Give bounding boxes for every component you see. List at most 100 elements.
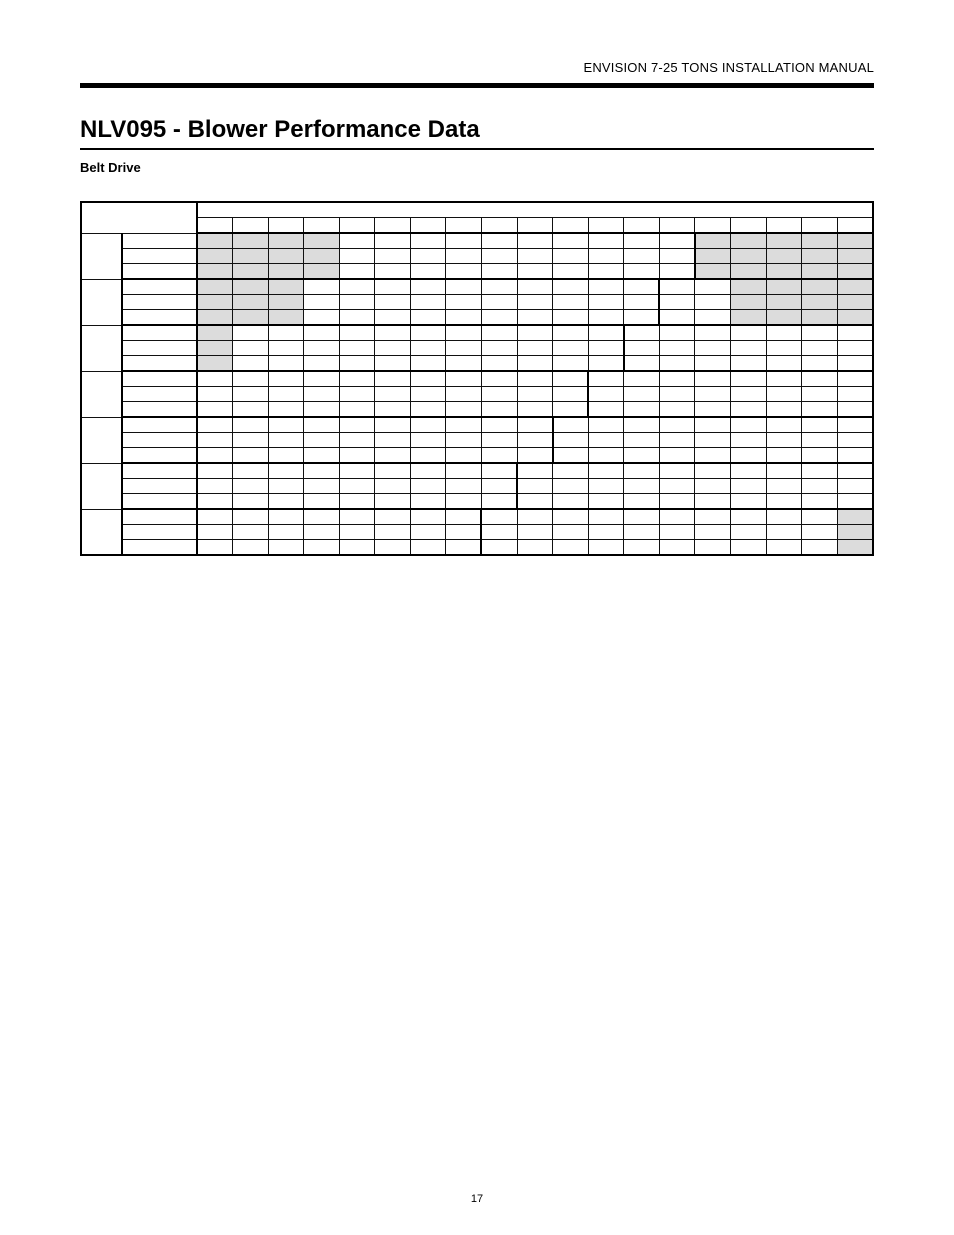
data-cell [232,233,268,249]
data-cell [553,402,589,418]
data-cell [802,463,838,479]
data-cell [339,417,375,433]
data-cell [553,540,589,556]
data-cell [517,509,553,525]
data-cell [731,325,767,341]
data-cell [731,279,767,295]
data-cell [837,325,873,341]
data-cell [695,233,731,249]
col-header [624,218,660,234]
row-sub-label [122,325,196,341]
col-header [695,218,731,234]
row-sub-label [122,371,196,387]
data-cell [517,402,553,418]
data-cell [304,509,340,525]
data-cell [517,279,553,295]
data-cell [553,325,589,341]
data-cell [731,433,767,448]
data-cell [410,479,446,494]
data-cell [731,417,767,433]
data-cell [375,249,411,264]
data-cell [802,540,838,556]
data-cell [375,433,411,448]
data-cell [624,264,660,280]
data-cell [197,433,233,448]
data-cell [410,310,446,326]
data-cell [766,402,802,418]
data-cell [659,433,695,448]
data-cell [304,417,340,433]
data-cell [553,356,589,372]
row-group-label [81,509,122,555]
row-sub-label [122,417,196,433]
data-cell [837,479,873,494]
data-cell [197,463,233,479]
col-header [375,218,411,234]
data-cell [837,356,873,372]
header-text: ENVISION 7-25 TONS INSTALLATION MANUAL [80,60,874,75]
data-cell [553,525,589,540]
data-cell [837,341,873,356]
data-cell [659,525,695,540]
data-cell [624,295,660,310]
col-header [304,218,340,234]
data-cell [588,233,624,249]
row-sub-label [122,356,196,372]
data-cell [339,387,375,402]
data-cell [695,325,731,341]
data-cell [339,264,375,280]
data-cell [588,540,624,556]
data-cell [624,325,660,341]
data-cell [837,463,873,479]
data-cell [410,249,446,264]
data-cell [446,402,482,418]
data-cell [553,448,589,464]
data-cell [731,310,767,326]
data-cell [837,494,873,510]
data-cell [731,371,767,387]
row-sub-label [122,448,196,464]
data-cell [481,479,517,494]
data-cell [624,402,660,418]
data-cell [766,479,802,494]
data-cell [802,341,838,356]
data-cell [410,463,446,479]
data-cell [659,295,695,310]
data-cell [339,402,375,418]
data-cell [375,448,411,464]
data-cell [232,371,268,387]
data-cell [268,295,304,310]
data-cell [624,448,660,464]
data-cell [446,479,482,494]
data-cell [837,295,873,310]
data-cell [481,233,517,249]
data-cell [481,310,517,326]
data-cell [624,233,660,249]
data-cell [304,233,340,249]
col-header [446,218,482,234]
row-sub-label [122,295,196,310]
data-cell [375,479,411,494]
data-cell [446,509,482,525]
data-cell [731,341,767,356]
data-cell [624,494,660,510]
data-cell [410,325,446,341]
data-cell [339,233,375,249]
data-cell [766,264,802,280]
data-cell [837,279,873,295]
data-cell [232,279,268,295]
data-cell [837,417,873,433]
data-cell [197,356,233,372]
data-cell [268,433,304,448]
data-cell [802,402,838,418]
data-cell [375,540,411,556]
data-cell [197,310,233,326]
data-cell [197,540,233,556]
data-cell [695,494,731,510]
data-cell [802,356,838,372]
data-cell [731,295,767,310]
data-cell [268,402,304,418]
data-cell [481,341,517,356]
row-group-label [81,325,122,371]
data-cell [410,494,446,510]
